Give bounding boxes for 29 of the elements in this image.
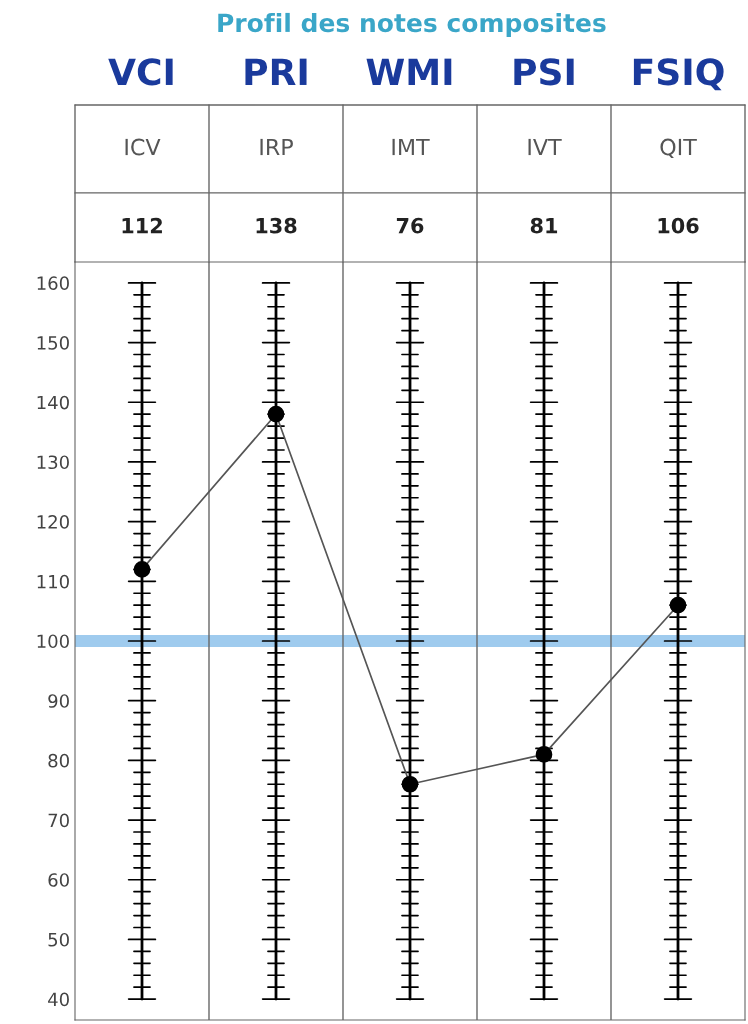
y-tick-label: 160 bbox=[37, 276, 69, 291]
x-tick-label: ICV bbox=[125, 138, 161, 156]
text: PSI bbox=[514, 58, 574, 86]
y-tick-label: 110 bbox=[37, 574, 69, 589]
data-label: 81 bbox=[530, 217, 558, 234]
y-tick-label: 60 bbox=[48, 873, 69, 887]
text: PRI bbox=[245, 58, 307, 85]
text: VCI bbox=[108, 58, 173, 86]
y-tick-label: 100 bbox=[37, 634, 69, 649]
text: FSIQ bbox=[633, 58, 724, 91]
x-tick-label: IVT bbox=[528, 138, 562, 156]
y-tick-label: 50 bbox=[48, 932, 69, 947]
text: WMI bbox=[366, 58, 452, 85]
data-label: 106 bbox=[658, 217, 699, 234]
data-label: 76 bbox=[396, 217, 424, 234]
y-tick-label: 40 bbox=[48, 992, 69, 1007]
y-tick-label: 150 bbox=[37, 336, 69, 350]
x-tick-label: QIT bbox=[660, 138, 697, 158]
data-label: 138 bbox=[256, 217, 297, 234]
y-tick-label: 80 bbox=[48, 753, 69, 768]
y-tick-label: 130 bbox=[37, 455, 69, 470]
y-tick-label: 90 bbox=[48, 694, 69, 708]
y-tick-label: 120 bbox=[37, 515, 69, 529]
y-tick-label: 140 bbox=[37, 395, 69, 410]
data-label: 112 bbox=[122, 217, 162, 234]
y-tick-label: 70 bbox=[48, 813, 69, 828]
x-tick-label: IRP bbox=[260, 138, 293, 156]
chart-title: Profil des notes composites bbox=[218, 12, 606, 38]
x-tick-label: IMT bbox=[392, 138, 430, 156]
